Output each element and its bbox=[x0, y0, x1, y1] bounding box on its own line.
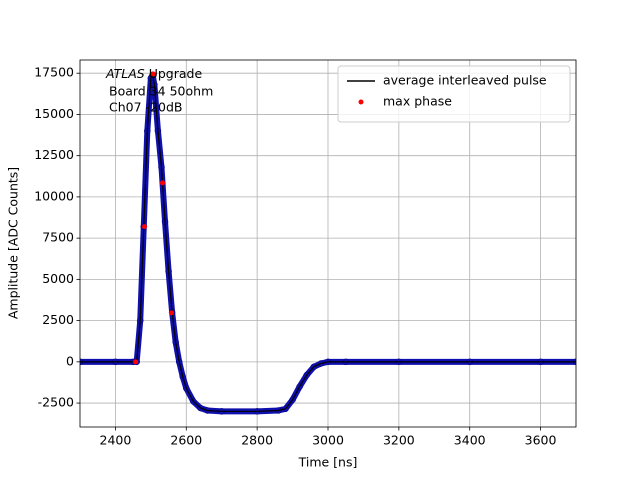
y-tick-label: 12500 bbox=[34, 147, 74, 162]
y-tick-label: 5000 bbox=[42, 271, 74, 286]
max-point bbox=[168, 310, 174, 316]
max-point bbox=[133, 359, 139, 365]
x-tick-label: 3200 bbox=[383, 433, 415, 448]
max-point bbox=[150, 71, 156, 77]
annotation: ATLAS Upgrade bbox=[105, 66, 202, 81]
y-tick-label: 10000 bbox=[34, 188, 74, 203]
annotation-line: Board 34 50ohm bbox=[109, 84, 213, 99]
x-tick-label: 3400 bbox=[454, 433, 486, 448]
x-tick-label: 2600 bbox=[170, 433, 202, 448]
legend-label: average interleaved pulse bbox=[383, 73, 547, 88]
y-tick-label: 7500 bbox=[42, 230, 74, 245]
max-point bbox=[141, 224, 147, 230]
x-tick-label: 2400 bbox=[100, 433, 132, 448]
annotation-italic: ATLAS bbox=[105, 66, 145, 81]
y-tick-label: 2500 bbox=[42, 312, 74, 327]
max-point bbox=[160, 180, 166, 186]
plot-frame bbox=[79, 59, 577, 428]
legend-box bbox=[337, 65, 571, 123]
y-axis-label: Amplitude [ADC Counts] bbox=[6, 167, 21, 319]
x-tick-label: 2800 bbox=[241, 433, 273, 448]
legend-label: max phase bbox=[383, 94, 452, 109]
y-tick-label: -2500 bbox=[38, 395, 74, 410]
y-tick-label: 15000 bbox=[34, 106, 74, 121]
x-axis-label: Time [ns] bbox=[298, 455, 358, 470]
plot-area bbox=[80, 71, 576, 415]
legend-swatch bbox=[358, 99, 364, 105]
x-tick-label: 3600 bbox=[525, 433, 557, 448]
y-tick-label: 0 bbox=[66, 353, 74, 368]
annotation-text: Upgrade bbox=[145, 66, 203, 81]
x-tick-label: 3000 bbox=[312, 433, 344, 448]
average-line bbox=[80, 73, 576, 412]
y-tick-label: 17500 bbox=[34, 65, 74, 80]
annotation-line: Ch07 -20dB bbox=[109, 100, 182, 115]
